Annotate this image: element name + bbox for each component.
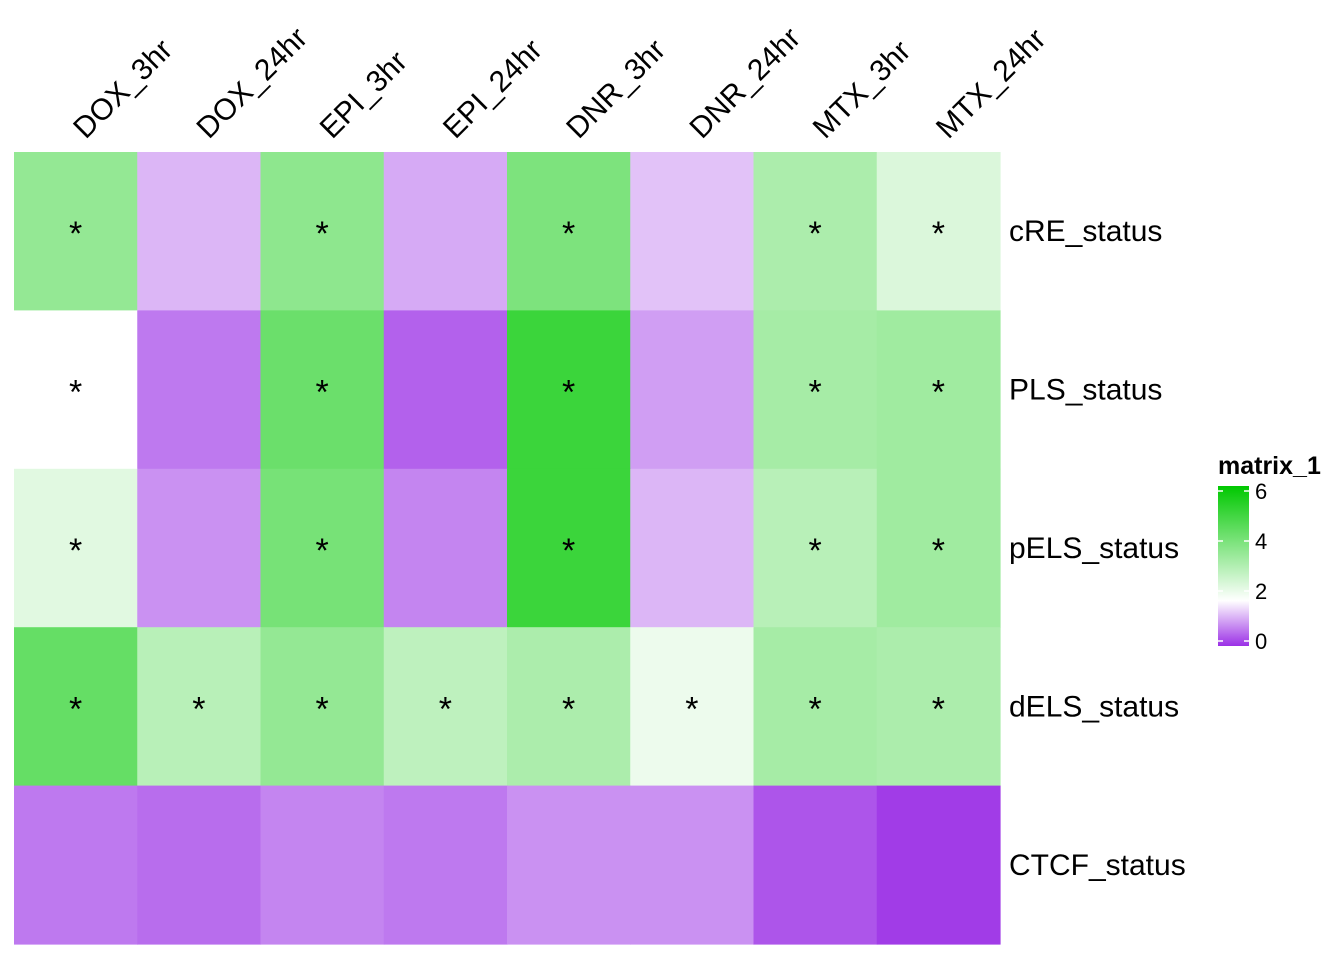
- heatmap-cell: [507, 152, 631, 311]
- heatmap-cell: [630, 152, 755, 311]
- significance-marker: *: [932, 215, 945, 253]
- legend-tick-label: 6: [1255, 479, 1267, 504]
- heatmap-cell: [137, 310, 262, 470]
- column-labels: DOX_3hr DOX_24hr EPI_3hr EPI_24hr DNR_3hr DNR…: [67, 21, 1052, 145]
- heatmap-cell: [876, 468, 1001, 628]
- heatmap-cell: [383, 627, 508, 787]
- significance-marker: *: [316, 215, 329, 253]
- heatmap-cell: [137, 468, 262, 628]
- row-label: cRE_status: [1009, 215, 1162, 248]
- significance-markers: * * * * * * * * * * * * * * * * * * * * * * *: [69, 215, 945, 728]
- heatmap-cell: [876, 627, 1001, 787]
- color-legend: matrix_1 0 2 4 6: [1218, 452, 1321, 654]
- heatmap-cell: [137, 152, 262, 311]
- row-label: dELS_status: [1009, 690, 1179, 723]
- legend-color-bar: [1218, 486, 1249, 646]
- heatmap-cell: [260, 468, 385, 628]
- legend-tick-label: 2: [1255, 579, 1267, 604]
- legend-title: matrix_1: [1218, 452, 1321, 480]
- heatmap-cell: [630, 785, 755, 945]
- heatmap-cell: [876, 152, 1001, 311]
- column-label: MTX_3hr: [807, 34, 918, 145]
- significance-marker: *: [316, 374, 329, 412]
- significance-marker: *: [562, 374, 575, 412]
- heatmap-cell: [753, 785, 878, 945]
- heatmap-cell: [753, 152, 878, 311]
- significance-marker: *: [316, 690, 329, 728]
- significance-marker: *: [562, 215, 575, 253]
- row-label: PLS_status: [1009, 374, 1162, 407]
- heatmap-cell: [630, 627, 755, 787]
- row-labels: cRE_status PLS_status pELS_status dELS_stat…: [1009, 215, 1186, 882]
- heatmap-cell: [14, 152, 138, 311]
- legend-tick-label: 4: [1255, 529, 1267, 554]
- heatmap-cell: [630, 468, 755, 628]
- heatmap-cell: [260, 627, 385, 787]
- heatmap-cell: [753, 468, 878, 628]
- heatmap-cell: [507, 627, 631, 787]
- heatmap-cell: [383, 310, 508, 470]
- significance-marker: *: [316, 532, 329, 570]
- heatmap-cell: [753, 627, 878, 787]
- heatmap-cell: [507, 785, 631, 945]
- significance-marker: *: [809, 532, 822, 570]
- row-label: pELS_status: [1009, 532, 1179, 565]
- significance-marker: *: [809, 374, 822, 412]
- significance-marker: *: [69, 215, 82, 253]
- heatmap-cell: [630, 310, 755, 470]
- significance-marker: *: [439, 690, 452, 728]
- heatmap-cell: [383, 785, 508, 945]
- heatmap-cell: [507, 468, 631, 628]
- significance-marker: *: [69, 374, 82, 412]
- significance-marker: *: [932, 532, 945, 570]
- column-label: DOX_3hr: [67, 33, 179, 145]
- significance-marker: *: [932, 690, 945, 728]
- heatmap-cell: [753, 310, 878, 470]
- significance-marker: *: [932, 374, 945, 412]
- significance-marker: *: [69, 690, 82, 728]
- legend-ticks: 0 2 4 6: [1218, 479, 1267, 654]
- column-label: EPI_24hr: [437, 33, 549, 145]
- significance-marker: *: [562, 690, 575, 728]
- heatmap-cell: [14, 468, 138, 628]
- significance-marker: *: [685, 690, 698, 728]
- column-label: DNR_24hr: [683, 21, 807, 145]
- heatmap-cells: [14, 152, 1001, 945]
- significance-marker: *: [562, 532, 575, 570]
- heatmap-cell: [14, 627, 138, 787]
- heatmap-cell: [260, 152, 385, 311]
- legend-tick-label: 0: [1255, 629, 1267, 654]
- heatmap-cell: [876, 785, 1001, 945]
- row-label: CTCF_status: [1009, 849, 1186, 882]
- heatmap-cell: [383, 468, 508, 628]
- significance-marker: *: [69, 532, 82, 570]
- heatmap-cell: [14, 310, 138, 470]
- column-label: MTX_24hr: [930, 23, 1052, 145]
- column-label: EPI_3hr: [314, 45, 414, 145]
- significance-marker: *: [809, 215, 822, 253]
- significance-marker: *: [809, 690, 822, 728]
- heatmap-cell: [876, 310, 1001, 470]
- heatmap-cell: [260, 310, 385, 470]
- column-label: DNR_3hr: [560, 33, 672, 145]
- column-label: DOX_24hr: [190, 21, 314, 145]
- heatmap-cell: [14, 785, 138, 945]
- heatmap-cell: [137, 627, 262, 787]
- heatmap-cell: [260, 785, 385, 945]
- heatmap-cell: [507, 310, 631, 470]
- heatmap-cell: [383, 152, 508, 311]
- significance-marker: *: [192, 690, 205, 728]
- heatmap-cell: [137, 785, 262, 945]
